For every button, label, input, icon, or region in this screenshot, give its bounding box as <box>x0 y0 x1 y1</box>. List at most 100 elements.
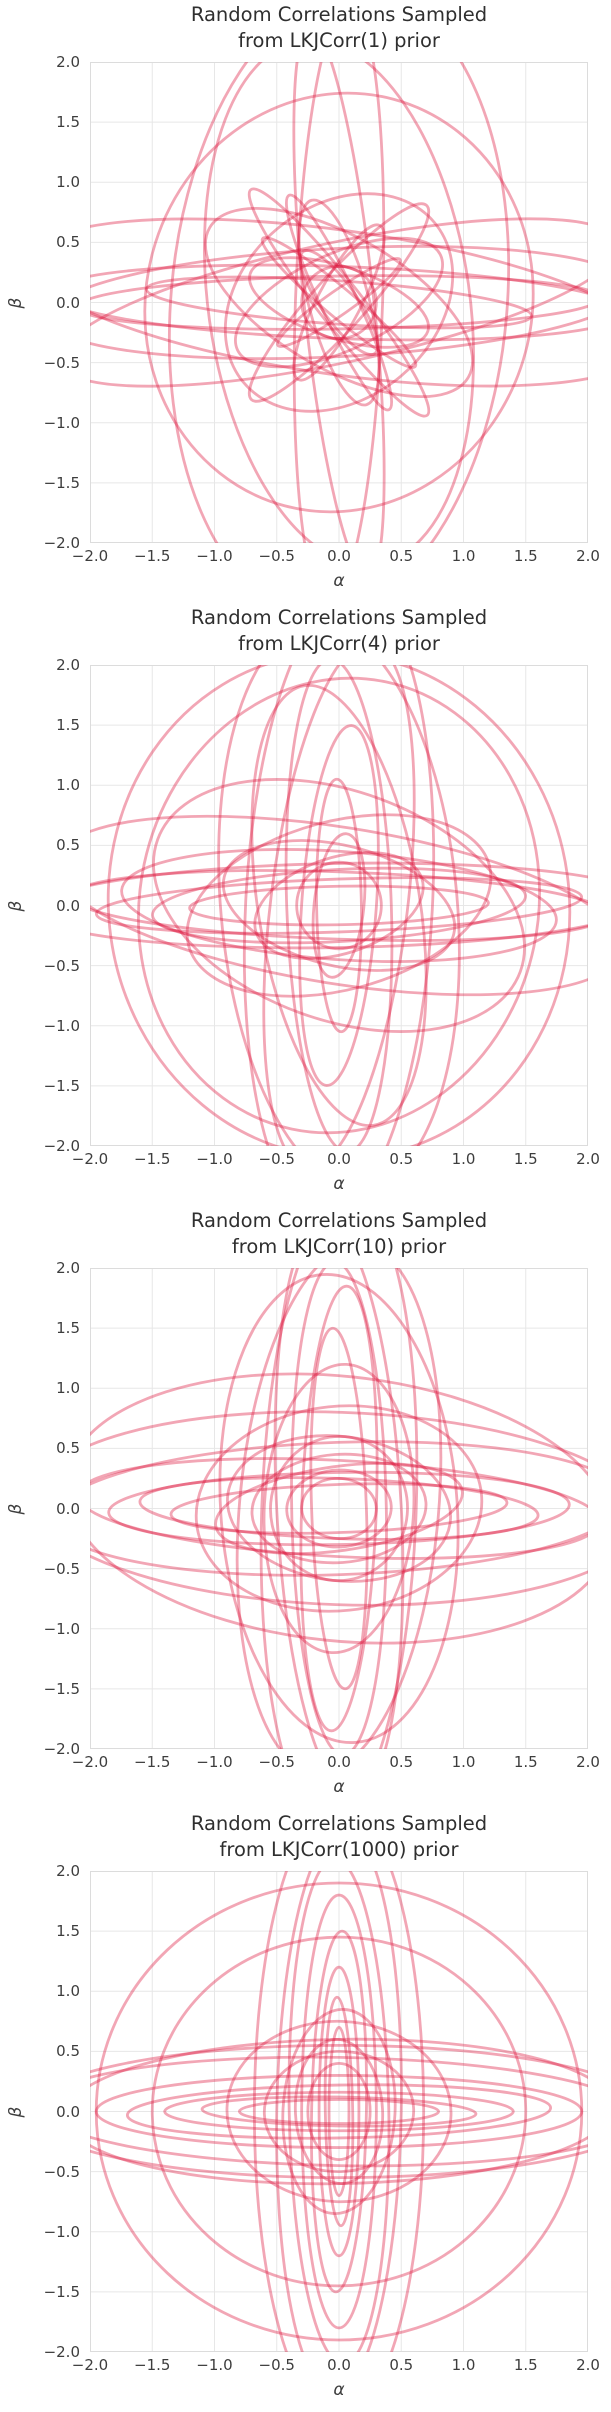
x-tick-label: 0.5 <box>389 547 414 565</box>
correlation-ellipse <box>185 813 493 998</box>
x-tick-label: 2.0 <box>576 1150 600 1168</box>
correlation-ellipse <box>90 2037 588 2186</box>
correlation-ellipse <box>235 1268 443 1749</box>
x-tick-label: −2.0 <box>71 1753 109 1771</box>
correlation-ellipse <box>145 275 533 330</box>
x-axis-label: α <box>333 1174 345 1194</box>
correlation-ellipse <box>237 2098 440 2125</box>
correlation-ellipse <box>94 2074 584 2149</box>
correlation-ellipse <box>285 193 393 412</box>
x-tick-label: −1.0 <box>196 1753 233 1771</box>
x-tick-label: −0.5 <box>258 1753 295 1771</box>
correlation-ellipse <box>309 1326 369 1691</box>
lkj-plot-eta-1000: Random Correlations Sampled from LKJCorr(… <box>0 1809 611 2412</box>
correlation-ellipse <box>273 1268 405 1749</box>
correlation-ellipse <box>225 2019 453 2204</box>
plot-title-line1: Random Correlations Sampled <box>190 1209 488 1232</box>
y-tick-label: −1.0 <box>43 2222 80 2241</box>
x-tick-label: 1.0 <box>451 547 476 565</box>
y-tick-label: −1.0 <box>43 1016 80 1035</box>
axes-spine <box>90 62 588 543</box>
correlation-ellipse <box>315 777 363 1034</box>
x-tick-label: 2.0 <box>576 1753 600 1771</box>
correlation-ellipse <box>293 2038 385 2185</box>
correlation-ellipse <box>125 2083 553 2140</box>
correlation-ellipse <box>292 62 386 543</box>
y-tick-label: 0.0 <box>56 1499 80 1518</box>
correlation-ellipse <box>150 1935 528 2288</box>
correlation-ellipse <box>203 62 475 543</box>
correlation-ellipse <box>167 62 511 543</box>
correlation-ellipse <box>107 1470 571 1547</box>
correlation-ellipse <box>90 2043 588 2180</box>
correlation-ellipse <box>306 2061 372 2161</box>
x-tick-label: 0.0 <box>327 2356 351 2374</box>
correlation-ellipse <box>298 249 380 356</box>
axes-spine <box>90 1871 588 2352</box>
y-tick-label: −1.5 <box>43 473 80 492</box>
y-tick-label: 1.5 <box>56 1922 80 1941</box>
y-tick-label: 1.5 <box>56 113 80 132</box>
x-axis-label: α <box>333 1777 345 1797</box>
y-tick-label: 1.0 <box>56 1982 80 2001</box>
x-tick-label: 2.0 <box>576 2356 600 2374</box>
correlation-ellipse <box>285 1468 393 1549</box>
correlation-ellipse <box>200 2095 478 2128</box>
correlation-ellipse <box>250 1452 428 1565</box>
correlation-ellipse <box>250 684 428 1127</box>
x-tick-label: −0.5 <box>258 1150 295 1168</box>
plot-canvas <box>90 1268 588 1749</box>
x-tick-label: 0.5 <box>389 1753 414 1771</box>
correlation-ellipse <box>90 217 588 388</box>
y-tick-label: −0.5 <box>43 2162 80 2181</box>
correlation-ellipse <box>281 2007 397 2216</box>
correlation-ellipse <box>292 62 386 543</box>
plot-title: Random Correlations Sampled from LKJCorr(… <box>90 1811 588 1863</box>
correlation-ellipse <box>290 1268 388 1749</box>
correlation-ellipse <box>262 665 416 1146</box>
correlation-ellipse <box>284 665 394 1146</box>
plot-canvas <box>90 665 588 1146</box>
correlation-ellipse <box>317 1965 361 2258</box>
y-tick-label: −1.5 <box>43 2282 80 2301</box>
lkj-plot-eta-4: Random Correlations Sampled from LKJCorr(… <box>0 603 611 1206</box>
y-tick-label: −2.0 <box>43 1740 80 1758</box>
correlation-ellipse <box>242 665 436 1146</box>
correlation-ellipse <box>259 1268 419 1749</box>
correlation-ellipse <box>90 869 588 942</box>
x-tick-label: 1.5 <box>513 547 538 565</box>
y-tick-label: 0.5 <box>56 836 80 855</box>
correlation-ellipse <box>310 1929 368 2294</box>
x-tick-label: 1.0 <box>451 1150 476 1168</box>
correlation-ellipse <box>90 1457 588 1560</box>
plot-title: Random Correlations Sampled from LKJCorr(… <box>90 2 588 54</box>
plot-title-line1: Random Correlations Sampled <box>190 606 488 629</box>
x-tick-label: −1.5 <box>134 2356 171 2374</box>
plot-title-line1: Random Correlations Sampled <box>190 1812 488 1835</box>
y-tick-label: 1.0 <box>56 173 80 192</box>
correlation-ellipse <box>252 1871 426 2352</box>
correlation-ellipse <box>94 876 584 935</box>
correlation-ellipse <box>262 1362 416 1655</box>
correlation-ellipse <box>298 724 380 1087</box>
correlation-ellipse <box>300 265 378 340</box>
axes-area <box>90 1871 588 2352</box>
correlation-ellipse <box>143 91 535 514</box>
correlation-ellipse <box>90 1440 588 1577</box>
plot-canvas <box>90 1871 588 2352</box>
correlation-ellipse <box>323 1995 355 2228</box>
correlation-ellipse <box>247 187 431 418</box>
y-tick-label: −1.5 <box>43 1679 80 1698</box>
x-tick-label: −1.5 <box>134 547 171 565</box>
plot-title-line2: from LKJCorr(1) prior <box>238 29 440 52</box>
x-tick-label: −1.0 <box>196 1150 233 1168</box>
y-tick-label: 1.5 <box>56 716 80 735</box>
x-tick-label: −0.5 <box>258 2356 295 2374</box>
correlation-ellipse <box>234 236 444 369</box>
correlation-ellipse <box>188 884 490 927</box>
x-tick-label: −1.0 <box>196 547 233 565</box>
axes-area <box>90 1268 588 1749</box>
plot-title: Random Correlations Sampled from LKJCorr(… <box>90 1208 588 1260</box>
y-tick-label: 0.5 <box>56 1439 80 1458</box>
y-tick-label: 0.5 <box>56 2042 80 2061</box>
